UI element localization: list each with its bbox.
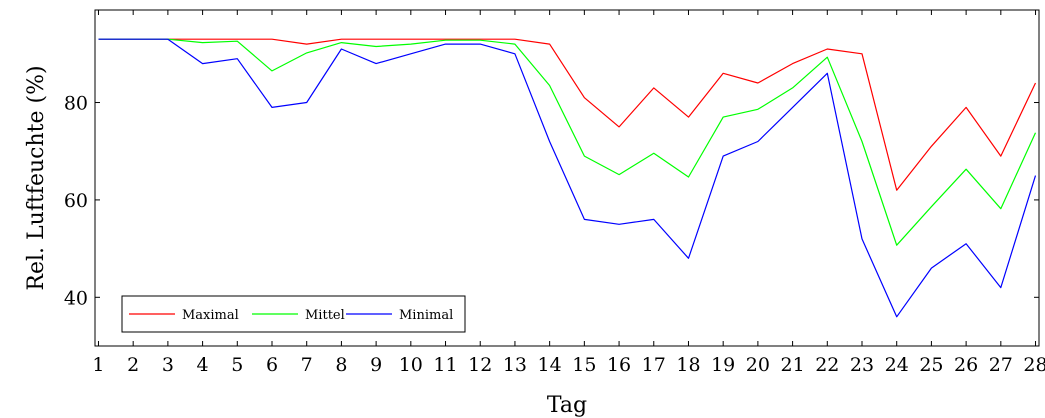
x-tick-label: 27 [989, 354, 1013, 376]
x-tick-label: 19 [711, 354, 735, 376]
x-tick-label: 6 [266, 354, 278, 376]
x-tick-label: 7 [301, 354, 313, 376]
x-tick-label: 22 [815, 354, 839, 376]
legend-label-maximal: Maximal [182, 308, 239, 323]
x-tick-label: 1 [92, 354, 104, 376]
x-tick-label: 12 [468, 354, 492, 376]
y-tick-label: 40 [64, 287, 88, 309]
x-tick-label: 5 [231, 354, 243, 376]
x-tick-label: 24 [885, 354, 909, 376]
x-tick-label: 15 [572, 354, 596, 376]
x-tick-label: 21 [780, 354, 804, 376]
x-tick-label: 2 [127, 354, 139, 376]
series-line-minimal [99, 39, 1036, 317]
y-axis-ticks: 40 60 80 [64, 93, 1039, 310]
x-tick-label: 10 [399, 354, 423, 376]
x-tick-label: 11 [433, 354, 457, 376]
x-tick-label: 8 [335, 354, 347, 376]
x-tick-label: 13 [503, 354, 527, 376]
x-tick-label: 9 [370, 354, 382, 376]
x-tick-label: 3 [162, 354, 174, 376]
x-tick-label: 25 [919, 354, 943, 376]
y-tick-label: 60 [64, 190, 88, 212]
x-tick-label: 4 [197, 354, 209, 376]
x-tick-label: 17 [642, 354, 666, 376]
y-tick-label: 80 [64, 93, 88, 115]
legend-label-mittel: Mittel [305, 308, 345, 323]
legend-label-minimal: Minimal [399, 308, 453, 323]
y-axis-label: Rel. Luftfeuchte (%) [24, 65, 49, 290]
x-tick-label: 23 [850, 354, 874, 376]
x-tick-label: 14 [538, 354, 562, 376]
x-tick-label: 16 [607, 354, 631, 376]
legend: Maximal Mittel Minimal [122, 296, 465, 332]
x-tick-label: 18 [676, 354, 700, 376]
x-tick-label: 20 [746, 354, 770, 376]
x-tick-label: 26 [954, 354, 978, 376]
series-layer [99, 39, 1036, 317]
x-axis-label: Tag [547, 393, 587, 418]
x-tick-label: 28 [1023, 354, 1045, 376]
